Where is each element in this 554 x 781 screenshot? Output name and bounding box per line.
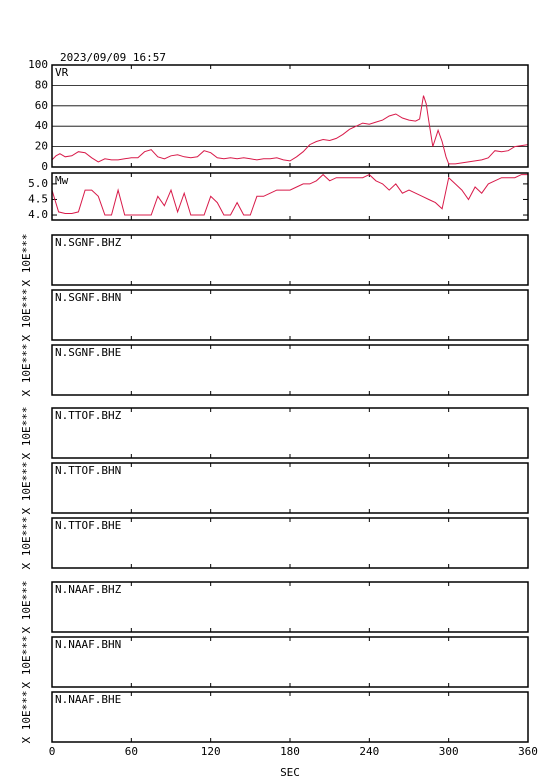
y-axis-label: X 10E*** [20,344,33,397]
data-line [51,95,529,165]
x-tick-label: 60 [125,745,138,758]
y-tick-label: 100 [28,58,48,71]
y-tick-label: 40 [35,119,48,132]
y-axis-label: X 10E*** [20,234,33,287]
panel-frame [51,172,529,221]
y-axis-label: X 10E*** [20,407,33,460]
panel-label: N.SGNF.BHZ [55,236,122,249]
panel-frame [51,517,529,569]
x-tick-label: 180 [280,745,300,758]
panel-label: N.SGNF.BHE [55,346,121,359]
panel-label: N.SGNF.BHN [55,291,121,304]
y-tick-label: 0 [41,160,48,173]
x-tick-label: 300 [439,745,459,758]
panel-frame [51,289,529,341]
data-line [51,173,528,216]
y-tick-label: 4.0 [28,208,48,221]
x-tick-label: 0 [49,745,56,758]
panel-frame [51,581,529,633]
panel-frame [51,344,529,396]
y-axis-label: X 10E*** [20,289,33,342]
chart-title: 2023/09/09 16:57 [60,51,166,64]
panel-frame [51,64,529,168]
panel-frame [51,234,529,286]
y-axis-label: X 10E*** [20,517,33,570]
y-tick-label: 60 [35,99,48,112]
x-axis-label: SEC [280,766,300,779]
panel-label: VR [55,66,69,79]
panel-label: N.NAAF.BHZ [55,583,122,596]
y-tick-label: 80 [35,78,48,91]
x-tick-label: 360 [518,745,538,758]
y-tick-label: 5.0 [28,177,48,190]
panel-frame [51,636,529,688]
y-axis-label: X 10E*** [20,691,33,744]
panel-label: Mw [55,174,69,187]
panel-frame [51,407,529,459]
panel-label: N.TTOF.BHE [55,519,121,532]
panel-label: N.NAAF.BHN [55,638,121,651]
panel-label: N.TTOF.BHN [55,464,121,477]
panel-label: N.TTOF.BHZ [55,409,122,422]
y-tick-label: 20 [35,140,48,153]
panel-frame [51,691,529,743]
x-tick-label: 240 [359,745,379,758]
panel-label: N.NAAF.BHE [55,693,121,706]
y-axis-label: X 10E*** [20,636,33,689]
x-tick-label: 120 [201,745,221,758]
y-tick-label: 4.5 [28,192,48,205]
y-axis-label: X 10E*** [20,462,33,515]
panel-frame [51,462,529,514]
y-axis-label: X 10E*** [20,581,33,634]
